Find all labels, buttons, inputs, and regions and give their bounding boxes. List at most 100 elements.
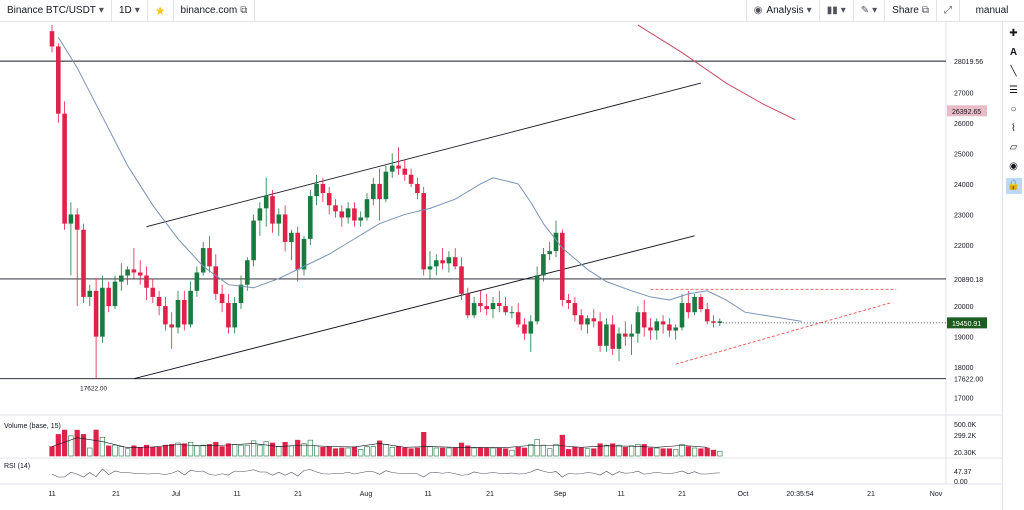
plus-icon[interactable]: ✚ — [1009, 28, 1018, 39]
volume-bar — [521, 447, 528, 457]
chevron-down-icon: ▾ — [840, 4, 846, 16]
volume-bar — [251, 440, 257, 457]
volume-bar — [421, 431, 427, 457]
candle-up — [257, 208, 263, 221]
candle-down — [610, 324, 615, 349]
volume-bar — [49, 446, 55, 457]
candle-down — [711, 321, 716, 323]
time-tick-label: Jul — [172, 491, 181, 498]
volume-bar — [137, 446, 143, 457]
candle-down — [698, 296, 704, 310]
fullscreen-button[interactable]: ⤢ — [937, 0, 960, 22]
price-chart[interactable]: 17622.00 28019.56 27000 26000 25000 24000 230… — [0, 22, 1002, 510]
candle-up — [232, 303, 237, 328]
horizontal-levels: 17622.00 — [0, 60, 946, 393]
star-icon: ★ — [154, 3, 166, 18]
candle-up — [509, 312, 515, 314]
symbol-selector[interactable]: Binance BTC/USDT ▾ — [0, 0, 112, 22]
volume-bar — [106, 445, 112, 457]
chevron-down-icon: ▾ — [134, 4, 140, 16]
time-tick-label: Oct — [738, 491, 749, 498]
time-tick-label: 21 — [486, 491, 494, 498]
candle-up — [263, 196, 269, 209]
candle-down — [213, 266, 219, 294]
volume-bar — [383, 444, 389, 457]
volume-bar — [206, 444, 213, 457]
expand-icon: ⤢ — [944, 4, 952, 16]
line-icon[interactable]: ╲ — [1010, 66, 1017, 77]
time-tick-label: 11 — [233, 491, 240, 498]
candle-down — [566, 299, 571, 304]
eye-icon[interactable]: ◉ — [1009, 161, 1018, 172]
price-tick-label: 19000 — [954, 335, 974, 342]
volume-bar — [402, 447, 408, 457]
volume-bar — [628, 445, 635, 457]
candle-down — [295, 232, 300, 270]
volume-bar — [80, 434, 87, 457]
volume-bar — [465, 445, 471, 457]
share-button[interactable]: Share ⧉ — [885, 0, 937, 22]
candle-down — [648, 327, 653, 331]
candle-down — [144, 275, 149, 288]
drawing-button[interactable]: ✎ ▾ — [854, 0, 886, 22]
price-tick-label: 20000 — [954, 304, 974, 311]
candle-down — [704, 309, 710, 322]
external-link-icon: ⧉ — [240, 4, 248, 16]
path-icon[interactable]: ⌇ — [1011, 123, 1016, 134]
interval-selector[interactable]: 1D ▾ — [112, 0, 148, 22]
candle-up — [547, 251, 552, 255]
volume-bar — [345, 447, 351, 457]
lock-icon[interactable]: 🔒 — [1005, 177, 1022, 194]
candles-icon: ▮▮ — [826, 4, 838, 16]
share-label: Share — [892, 5, 919, 16]
volume-bar — [269, 442, 276, 457]
candle-up — [427, 266, 433, 270]
time-tick-label: 21 — [867, 491, 875, 498]
favorite-button[interactable]: ★ — [148, 0, 174, 22]
text-icon[interactable]: A — [1009, 47, 1018, 58]
volume-bar — [188, 441, 194, 457]
candle-up — [528, 321, 534, 334]
volume-bar — [635, 444, 641, 457]
volume-bar — [313, 445, 320, 457]
candle-up — [389, 165, 395, 172]
volume-bar — [691, 447, 698, 457]
volume-bar — [263, 441, 269, 457]
volume-bar — [238, 444, 244, 457]
rsi-line — [51, 468, 720, 478]
volume-bar — [547, 448, 553, 457]
candle-up — [125, 269, 130, 276]
volume-bar — [603, 444, 609, 457]
pitchfork-icon[interactable]: ☰ — [1009, 85, 1018, 96]
chart-type-button[interactable]: ▮▮ ▾ — [820, 0, 854, 22]
circle-icon[interactable]: ○ — [1010, 104, 1017, 115]
volume-bar — [370, 446, 376, 457]
candle-down — [623, 333, 628, 337]
rsi-tick-label: 47.37 — [954, 469, 972, 476]
time-tick-label: 11 — [424, 491, 431, 498]
price-tick-label: 27000 — [954, 90, 974, 97]
trend-lines — [133, 24, 897, 380]
ruler-icon[interactable]: ▱ — [1009, 142, 1018, 153]
candle-up — [87, 290, 93, 297]
volume-bar — [666, 448, 672, 457]
candle-down — [182, 299, 187, 325]
candle-down — [150, 287, 156, 297]
volume-bar — [169, 444, 175, 457]
candle-up — [68, 214, 74, 224]
price-tick-label: 25000 — [954, 151, 974, 158]
volume-bar — [55, 434, 61, 457]
analysis-button[interactable]: ◉ Analysis ▾ — [745, 0, 820, 22]
time-tick-label: 21 — [678, 491, 686, 498]
candle-down — [137, 272, 143, 276]
axes: 28019.56 27000 26000 25000 24000 23000 22000 20… — [48, 59, 987, 498]
candle-down — [270, 196, 275, 224]
candle-down — [282, 214, 288, 242]
candle-down — [591, 318, 597, 322]
volume-bar — [213, 441, 219, 457]
source-link[interactable]: binance.com ⧉ — [174, 0, 256, 22]
price-tick-label: 26000 — [954, 121, 974, 128]
volume-bar — [710, 449, 717, 457]
external-link-icon: ⧉ — [921, 4, 929, 16]
candle-down — [660, 321, 666, 325]
